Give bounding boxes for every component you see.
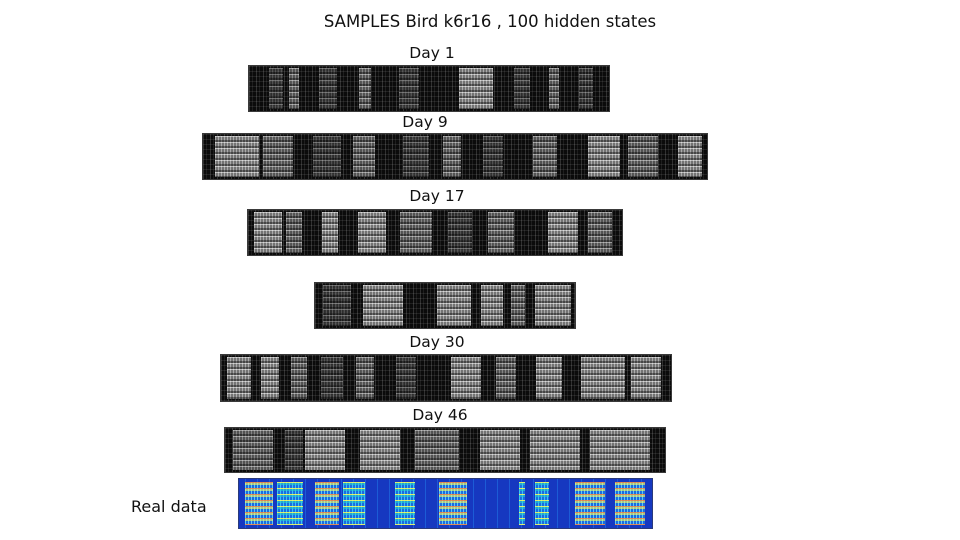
day-label-1: Day 1 [409,44,455,62]
day-label-17: Day 17 [409,187,465,205]
spectrogram-day-46 [224,427,666,473]
spectrogram-day-30 [220,354,672,402]
day-label-9: Day 9 [402,113,448,131]
real-data-label: Real data [131,497,207,516]
day-label-30: Day 30 [409,333,465,351]
spectrogram-real-data [238,478,653,529]
page-title: SAMPLES Bird k6r16 , 100 hidden states [323,12,657,31]
day-label-46: Day 46 [412,406,468,424]
spectrogram-day-17 [247,209,623,256]
spectrogram-unlabeled [314,282,576,329]
spectrogram-day-9 [202,133,708,180]
spectrogram-day-1 [248,65,610,112]
